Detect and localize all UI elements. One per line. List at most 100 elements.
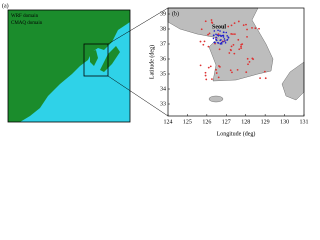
station [232, 33, 234, 36]
station [220, 43, 223, 45]
station [211, 78, 213, 81]
station [215, 33, 217, 36]
station [199, 40, 202, 43]
y-tick-label: 35 [160, 71, 166, 77]
station [204, 20, 207, 23]
y-tick-label: 38 [160, 26, 166, 32]
station [207, 33, 209, 36]
jeju [208, 95, 224, 103]
station [228, 52, 231, 54]
japan-land [281, 61, 305, 101]
station [233, 52, 236, 55]
y-tick-label: 34 [160, 86, 166, 92]
station [218, 48, 221, 51]
station [233, 22, 236, 25]
station [207, 66, 210, 69]
x-tick-label: 131 [300, 119, 309, 125]
station [208, 32, 211, 35]
station [232, 43, 235, 46]
station [204, 71, 207, 74]
station [220, 35, 222, 38]
station [238, 48, 241, 51]
y-tick-label: 37 [160, 41, 166, 47]
station [205, 78, 208, 81]
station [200, 28, 203, 31]
station [248, 60, 251, 63]
x-tick-label: 127 [222, 119, 231, 125]
station [241, 43, 244, 46]
station [226, 35, 228, 37]
station [207, 45, 210, 48]
station [254, 27, 257, 30]
station [225, 31, 228, 34]
figure: (a) WRF domain CMAQ domain (b) Seoul Lon… [2, 2, 309, 137]
station [247, 63, 249, 66]
station [231, 71, 233, 74]
station [212, 37, 215, 40]
japan [100, 46, 120, 72]
zoom-line [107, 7, 169, 45]
station [259, 77, 261, 80]
station [217, 35, 220, 37]
station [220, 39, 222, 41]
station [242, 24, 245, 27]
x-tick-label: 126 [202, 119, 211, 125]
station [210, 21, 213, 24]
station [236, 68, 239, 71]
station [224, 42, 227, 44]
station [240, 45, 242, 48]
station [240, 47, 243, 50]
korea [90, 50, 98, 66]
x-tick-label: 128 [241, 119, 250, 125]
panel-a: (a) WRF domain CMAQ domain [2, 2, 131, 123]
station [245, 71, 248, 74]
x-tick-label: 130 [280, 119, 289, 125]
station [217, 76, 220, 79]
station [264, 77, 267, 80]
station [230, 45, 233, 48]
station [237, 38, 240, 41]
station [217, 33, 220, 36]
y-tick-label: 33 [160, 101, 166, 107]
station [218, 65, 220, 67]
wrf-frame [7, 9, 131, 123]
station [216, 34, 219, 36]
station [215, 38, 217, 41]
station [226, 39, 228, 41]
station [210, 19, 213, 21]
station [246, 57, 249, 60]
station [220, 41, 223, 44]
zoom-line [107, 75, 169, 117]
station [217, 41, 219, 44]
panel-b: (b) Seoul Longitude (deg) Latitude (deg)… [148, 7, 309, 137]
station [245, 23, 247, 26]
x-tick-label: 125 [183, 119, 192, 125]
y-axis-label: Latitude (deg) [148, 45, 155, 79]
station [263, 70, 266, 73]
station [237, 20, 240, 23]
station [251, 57, 254, 60]
station [229, 69, 232, 72]
station [224, 40, 226, 42]
station [227, 36, 230, 39]
station [246, 35, 248, 38]
station [215, 72, 218, 74]
station [230, 33, 233, 35]
station [258, 27, 260, 30]
station [212, 34, 215, 37]
panel-label: (b) [172, 10, 179, 17]
station [213, 30, 216, 32]
station [222, 40, 224, 43]
station [223, 31, 225, 34]
wrf-label: WRF domain [11, 14, 39, 19]
station [219, 30, 221, 32]
station [203, 40, 206, 43]
y-tick-label: 39 [160, 11, 166, 17]
station [215, 68, 217, 71]
station [204, 74, 207, 77]
station [246, 28, 248, 31]
cmaq-label: CMAQ domain [11, 21, 43, 26]
city-label: Seoul [212, 24, 226, 30]
station [215, 36, 218, 39]
station [230, 24, 233, 27]
